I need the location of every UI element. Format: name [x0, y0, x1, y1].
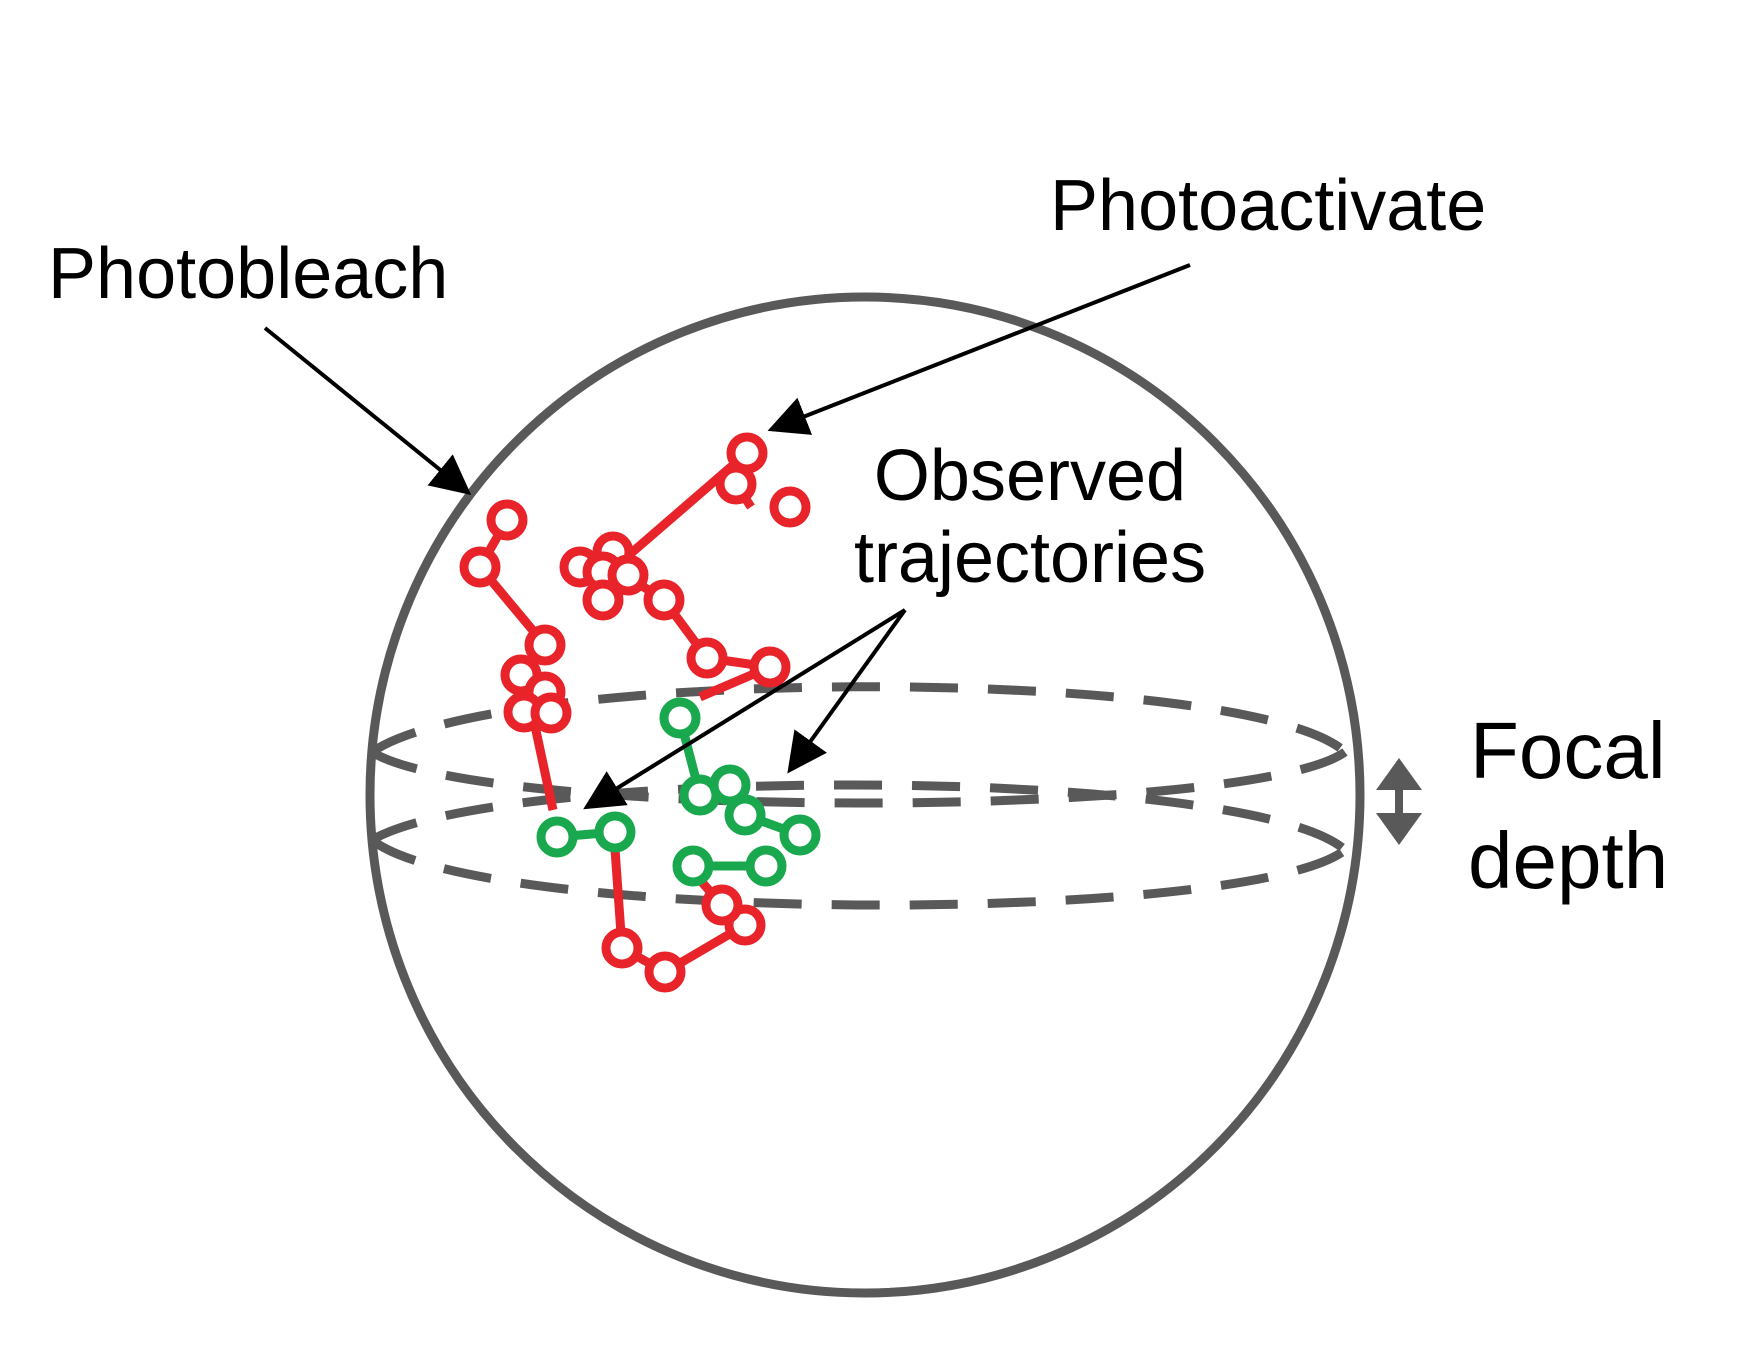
red-point: [701, 884, 743, 926]
green-point: [745, 845, 787, 887]
red-point: [749, 646, 791, 688]
red-point: [607, 554, 649, 596]
red-point: [459, 546, 501, 588]
observed-arrow-right: [787, 608, 907, 774]
red-point: [582, 579, 624, 621]
focal-label-line2: depth: [1468, 816, 1668, 905]
green-point: [724, 794, 766, 836]
photobleach-arrow: [263, 326, 472, 496]
red-trajectory: [459, 432, 811, 993]
red-point: [524, 624, 566, 666]
red-point: [686, 637, 728, 679]
double-headed-vertical-arrow-icon: [1376, 758, 1422, 845]
focal-plane-lower: [369, 780, 1348, 910]
photoactivate-arrow: [767, 263, 1191, 435]
observed-label-line1: Observed: [874, 436, 1186, 516]
red-point: [601, 927, 643, 969]
green-point: [536, 816, 578, 858]
focal-plane-lower-front: [369, 836, 1348, 910]
focal-plane-upper: [369, 682, 1349, 808]
annotation-arrows: [263, 263, 1191, 810]
red-point: [486, 499, 528, 541]
red-point: [644, 951, 686, 993]
red-point: [769, 486, 811, 528]
focal-label-line1: Focal: [1470, 706, 1666, 795]
green-point: [659, 697, 701, 739]
green-point: [709, 764, 751, 806]
focal-plane-upper-back: [369, 682, 1349, 756]
photobleach-label: Photobleach: [48, 234, 448, 314]
focal-plane-lower-back: [369, 780, 1348, 854]
green-point: [594, 811, 636, 853]
green-point: [779, 814, 821, 856]
red-trajectory-points: [459, 432, 811, 993]
red-point: [530, 692, 572, 734]
green-trajectory-points: [536, 697, 821, 887]
observed-label-line2: trajectories: [854, 518, 1206, 598]
red-point: [643, 579, 685, 621]
focal-plane-upper-front: [369, 748, 1348, 808]
green-point: [672, 845, 714, 887]
photoactivate-label: Photoactivate: [1050, 166, 1486, 246]
cell-sphere-outline: [365, 292, 1365, 1298]
observed-arrow-left: [583, 608, 907, 810]
green-trajectory: [536, 697, 821, 887]
red-point: [715, 463, 757, 505]
